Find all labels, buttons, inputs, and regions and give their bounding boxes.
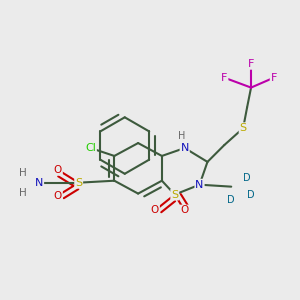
Text: H: H [19, 188, 27, 198]
Text: N: N [35, 178, 43, 188]
Text: O: O [181, 206, 189, 215]
Text: H: H [19, 168, 27, 178]
Text: S: S [240, 123, 247, 133]
Text: N: N [195, 180, 204, 190]
Text: D: D [227, 194, 235, 205]
Text: S: S [171, 190, 178, 200]
Text: O: O [151, 206, 159, 215]
Text: O: O [54, 190, 62, 201]
Text: D: D [247, 190, 255, 200]
Text: F: F [271, 73, 277, 83]
Text: H: H [178, 131, 185, 141]
Text: F: F [248, 59, 254, 69]
Text: D: D [243, 173, 251, 183]
Text: Cl: Cl [85, 143, 96, 153]
Text: S: S [75, 178, 82, 188]
Text: O: O [54, 165, 62, 175]
Text: F: F [221, 73, 227, 83]
Text: N: N [181, 143, 189, 153]
